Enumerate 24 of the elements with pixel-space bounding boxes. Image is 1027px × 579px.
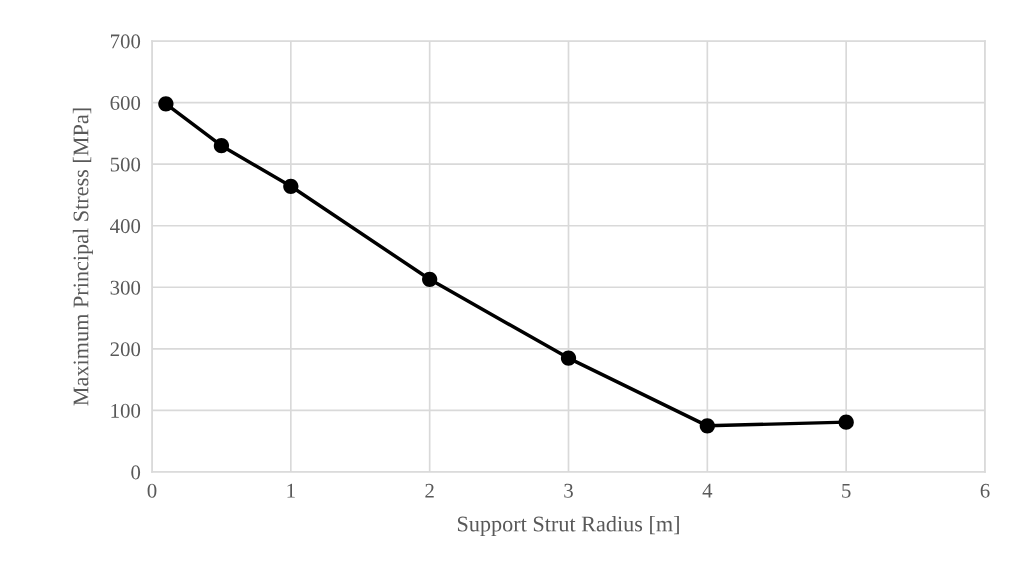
y-tick-label: 100 <box>111 403 141 418</box>
x-tick-label: 2 <box>425 483 434 498</box>
x-tick-label: 1 <box>287 483 295 498</box>
y-tick-label: 600 <box>110 95 141 110</box>
y-tick-label: 0 <box>131 465 141 480</box>
point <box>422 271 438 287</box>
y-tick-label: 400 <box>110 219 141 234</box>
y-tick-label: 700 <box>111 34 141 49</box>
y-tick-label: 200 <box>110 342 141 357</box>
x-tick-label: 3 <box>564 483 573 498</box>
y-axis-title: Maximum Principal Stress [MPa] <box>72 108 93 406</box>
point <box>699 418 715 434</box>
x-tick-label: 6 <box>980 483 990 498</box>
x-axis-title: Support Strut Radius [m] <box>457 515 679 537</box>
x-tick-label: 5 <box>842 483 851 498</box>
point <box>560 350 577 366</box>
point <box>213 138 230 154</box>
x-tick-label: 0 <box>147 483 157 498</box>
point <box>158 96 174 112</box>
x-tick-label: 4 <box>702 483 713 498</box>
point <box>283 178 299 194</box>
point <box>838 414 854 430</box>
y-tick-label: 300 <box>110 280 141 295</box>
y-tick-label: 500 <box>110 157 141 172</box>
